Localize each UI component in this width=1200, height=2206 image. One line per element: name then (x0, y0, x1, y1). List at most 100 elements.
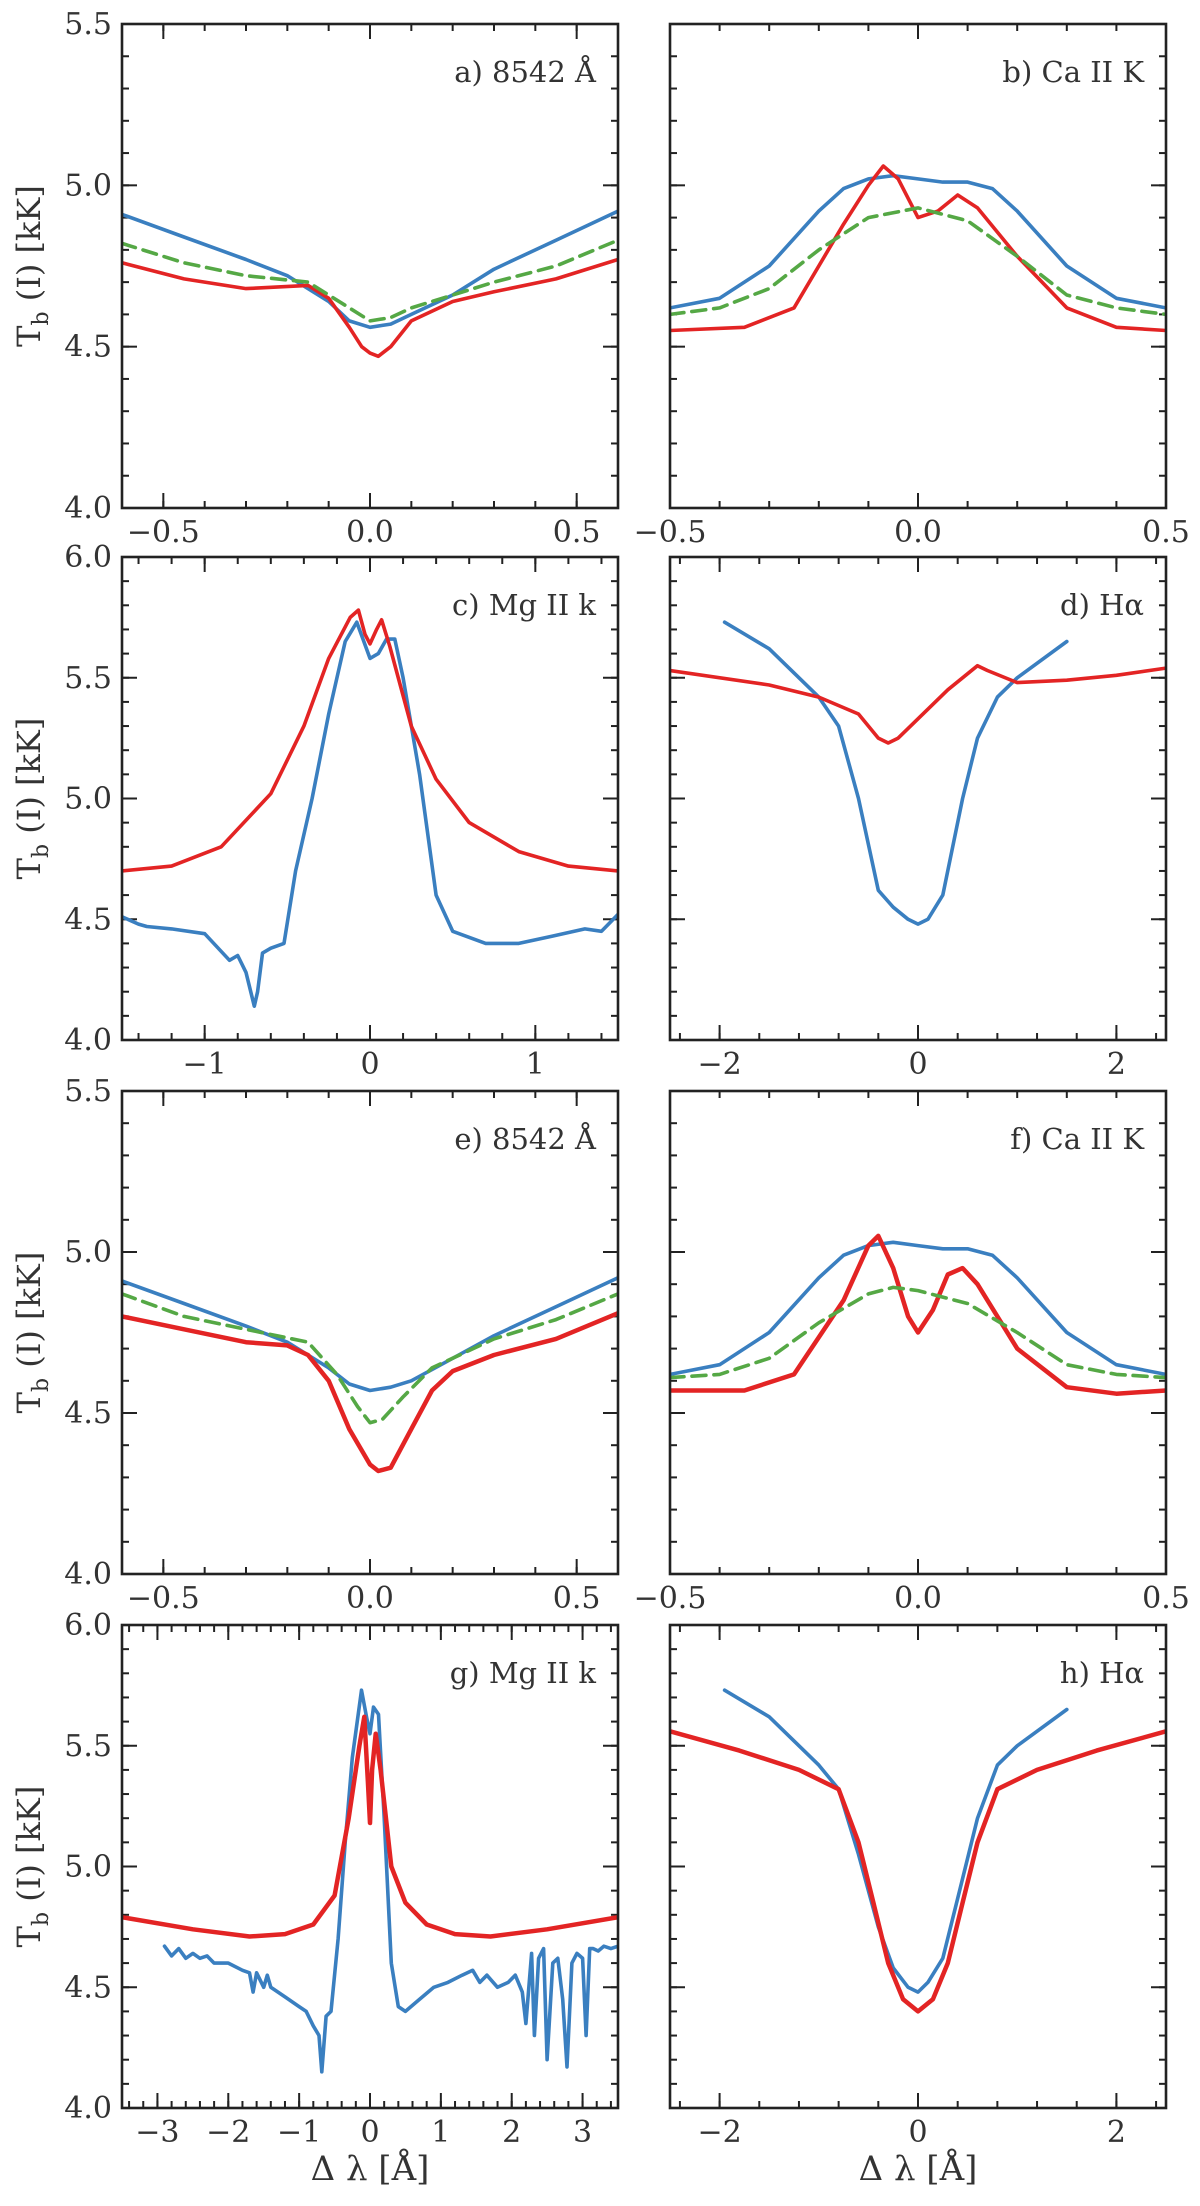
x-tick-label: 0.5 (1142, 515, 1190, 550)
y-tick-label: 4.5 (64, 1970, 112, 2005)
x-tick-label: 2 (1107, 1047, 1126, 1082)
series-line-red (122, 1714, 618, 1939)
panel-g: −3 −2 −1 0 1 2 3 4.0 4.5 5.0 5.5 6.0 g) Mg II k (64, 1608, 620, 2150)
y-axis-label: Tb (I) [kK] (10, 1252, 54, 1414)
x-tick-label: 0.5 (553, 1581, 601, 1616)
series-group (670, 164, 1166, 333)
x-tick-label: −0.5 (127, 1581, 200, 1616)
y-tick-label: 5.0 (64, 168, 112, 203)
series-line-blue (722, 1688, 1069, 1994)
y-tick-label: 4.0 (64, 1557, 112, 1592)
x-tick-label: 0 (908, 1047, 927, 1082)
axes-frame (668, 555, 1168, 1042)
series-line-red (670, 1233, 1166, 1396)
series-line-red (670, 663, 1166, 745)
y-tick-label: 5.5 (64, 7, 112, 42)
series-line-red (122, 608, 618, 873)
y-tick-label: 4.5 (64, 330, 112, 365)
series-group (122, 608, 618, 1009)
series-line-red (122, 1310, 618, 1474)
series-line-green (122, 238, 618, 323)
series-line-blue (162, 1688, 618, 2074)
panel-title: f) Ca II K (1010, 1122, 1145, 1156)
panel-title: h) Hα (1060, 1656, 1144, 1690)
y-axis-label: Tb (I) [kK] (10, 1786, 54, 1948)
series-line-green (670, 206, 1166, 317)
y-tick-label: 6.0 (64, 540, 112, 575)
panel-title: c) Mg II k (452, 588, 596, 622)
y-axis-label: Tb (I) [kK] (10, 185, 54, 347)
y-tick-label: 4.0 (64, 491, 112, 526)
panel-title: g) Mg II k (450, 1656, 597, 1690)
x-tick-label: 1 (431, 2115, 450, 2150)
y-tick-label: 5.0 (64, 1235, 112, 1270)
series-group (670, 620, 1166, 926)
x-tick-label: 1 (526, 1047, 545, 1082)
x-tick-label: 2 (502, 2115, 521, 2150)
x-tick-label: 0.0 (894, 515, 942, 550)
series-line-blue (122, 1276, 618, 1393)
x-tick-label: 0.5 (553, 515, 601, 550)
series-group (122, 1688, 618, 2074)
x-tick-label: −1 (183, 1047, 227, 1082)
panel-title: b) Ca II K (1002, 55, 1145, 89)
y-tick-label: 4.0 (64, 2091, 112, 2126)
series-line-blue (722, 620, 1069, 926)
series-line-blue (122, 620, 618, 1009)
x-tick-label: 0.0 (346, 1581, 394, 1616)
series-line-blue (122, 209, 618, 330)
panel-c: −1 0 1 4.0 4.5 5.0 5.5 6.0 c) Mg II k (64, 540, 620, 1082)
axes-frame (120, 555, 620, 1042)
panel-a: −0.5 0.0 0.5 4.0 4.5 5.0 5.5 a) 8542 Å (64, 7, 620, 550)
x-tick-label: 0 (908, 2115, 927, 2150)
y-tick-label: 5.5 (64, 661, 112, 696)
y-tick-label: 4.0 (64, 1023, 112, 1058)
x-tick-label: −2 (697, 2115, 741, 2150)
y-tick-label: 4.5 (64, 902, 112, 937)
x-tick-label: 0.0 (894, 1581, 942, 1616)
y-tick-label: 6.0 (64, 1608, 112, 1643)
series-line-red (670, 164, 1166, 333)
panel-e: −0.5 0.0 0.5 4.0 4.5 5.0 5.5 e) 8542 Å (64, 1074, 620, 1616)
x-tick-label: 0.0 (346, 515, 394, 550)
series-group (670, 1233, 1166, 1396)
axes-frame (668, 1089, 1168, 1576)
panel-d: −2 0 2 d) Hα (668, 555, 1168, 1082)
panel-f: −0.5 0.0 0.5 f) Ca II K (634, 1089, 1190, 1616)
series-group (122, 209, 618, 359)
x-tick-label: −2 (697, 1047, 741, 1082)
y-tick-label: 5.0 (64, 1850, 112, 1885)
panel-title: e) 8542 Å (454, 1121, 597, 1156)
x-tick-label: 0.5 (1142, 1581, 1190, 1616)
x-tick-label: 2 (1107, 2115, 1126, 2150)
x-axis-label: Δ λ [Å] (311, 2148, 430, 2189)
x-tick-label: 3 (573, 2115, 592, 2150)
x-tick-label: −1 (277, 2115, 321, 2150)
panel-b: −0.5 0.0 0.5 b) Ca II K (634, 22, 1190, 550)
panel-title: d) Hα (1060, 588, 1144, 622)
series-line-green (670, 1285, 1166, 1380)
axes-frame (120, 1623, 620, 2110)
x-tick-label: −0.5 (634, 515, 707, 550)
x-tick-label: 0 (360, 2115, 379, 2150)
x-tick-label: −0.5 (634, 1581, 707, 1616)
series-group (670, 1688, 1166, 2014)
series-line-green (122, 1292, 618, 1425)
x-tick-label: −3 (135, 2115, 179, 2150)
y-axis-label: Tb (I) [kK] (10, 718, 54, 880)
axes-frame (120, 22, 620, 510)
x-tick-label: 0 (360, 1047, 379, 1082)
series-line-red (670, 1729, 1166, 2014)
series-line-red (122, 257, 618, 359)
x-axis-label: Δ λ [Å] (859, 2148, 978, 2189)
axes-frame (668, 1623, 1168, 2110)
x-tick-label: −0.5 (127, 515, 200, 550)
y-tick-label: 5.5 (64, 1074, 112, 1109)
y-tick-label: 4.5 (64, 1396, 112, 1431)
y-tick-label: 5.5 (64, 1729, 112, 1764)
y-tick-label: 5.0 (64, 782, 112, 817)
axes-frame (668, 22, 1168, 510)
axes-frame (120, 1089, 620, 1576)
x-tick-label: −2 (206, 2115, 250, 2150)
